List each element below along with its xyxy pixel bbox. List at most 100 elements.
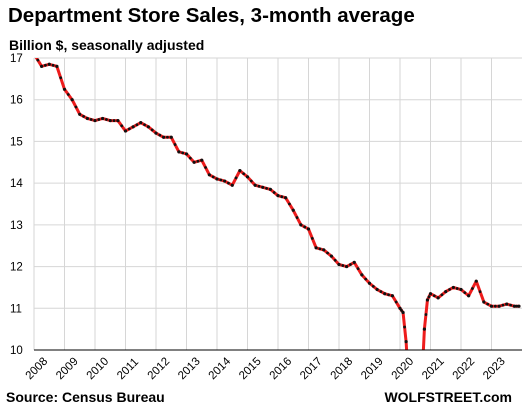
data-point [314,246,318,250]
data-point [424,313,428,316]
data-point [329,254,333,258]
data-point [242,172,246,176]
data-point [360,273,364,277]
data-point [227,181,230,185]
y-tick-label: 16 [10,95,23,107]
data-point [505,302,509,306]
data-point [215,177,219,181]
data-point [459,287,463,292]
data-point [154,131,158,135]
data-point [341,264,345,267]
data-point [306,227,311,231]
data-point [47,62,51,66]
data-point [131,125,135,129]
data-point [463,291,467,295]
data-point [196,159,200,163]
data-point [55,64,59,68]
data-point [451,285,455,290]
data-point [349,263,352,266]
data-point [272,191,276,194]
data-point [509,303,512,307]
x-tick-label: 2009 [54,356,81,383]
data-point [181,151,185,155]
data-point [400,308,403,312]
data-point [427,295,431,299]
chart-title: Department Store Sales, 3-month average [8,4,415,27]
data-point [333,258,337,262]
data-point [398,306,402,310]
data-point [276,194,280,198]
data-point [66,93,70,96]
data-point [422,327,426,331]
data-point [150,128,154,132]
data-point [478,290,482,293]
data-point [318,247,322,251]
data-point [230,183,234,187]
data-point [467,294,471,298]
data-point [36,58,40,62]
data-point [32,52,35,55]
data-point [44,63,47,67]
data-point [135,123,139,127]
data-point [337,262,341,267]
data-point [261,185,265,189]
data-point [169,135,173,139]
data-point [97,118,101,121]
y-tick-label: 15 [10,136,23,148]
data-point [204,166,207,169]
data-point [257,184,261,188]
data-point [85,116,89,121]
data-point [70,98,74,102]
data-point [512,304,516,308]
data-point [345,264,349,269]
data-point [322,248,326,252]
data-point [82,115,85,118]
data-point [326,251,329,255]
data-point [383,292,387,296]
chart-subtitle: Billion $, seasonally adjusted [9,37,205,53]
x-tick-label: 2022 [451,356,478,383]
data-point [432,294,436,298]
data-point [291,208,295,212]
x-tick-label: 2014 [207,355,234,382]
data-point [403,325,406,329]
data-point [299,223,303,227]
data-point [375,287,379,292]
data-point [515,304,519,308]
x-axis-tick-labels: 2008 2009 2010 2011 2012 2013 2014 2015 2016 2017… [24,355,508,382]
data-point [93,118,97,123]
data-point [486,302,490,306]
data-point [448,288,451,291]
y-tick-label: 11 [10,303,22,315]
data-point [139,121,143,125]
data-point [310,237,314,240]
x-tick-label: 2008 [24,356,51,383]
series-path [34,58,521,350]
data-point [192,160,196,164]
x-tick-label: 2010 [85,356,112,383]
x-tick-label: 2016 [268,356,295,383]
data-point [444,290,448,294]
data-point [223,179,227,183]
series-markers [32,52,521,362]
data-point [387,293,390,297]
data-point [493,304,497,308]
x-tick-label: 2019 [359,356,386,383]
data-point [421,359,424,362]
data-point [404,340,408,344]
data-point [517,304,521,308]
data-point [474,279,478,283]
x-tick-label: 2020 [390,356,417,383]
data-point [200,158,204,162]
data-point [162,135,166,139]
x-tick-label: 2021 [420,356,447,383]
data-point [401,310,405,315]
data-point [284,196,288,200]
x-tick-label: 2011 [115,356,141,382]
data-point [74,105,78,109]
data-point [120,124,124,128]
data-point [177,150,181,154]
x-tick-label: 2015 [237,356,264,383]
data-point [303,225,307,229]
